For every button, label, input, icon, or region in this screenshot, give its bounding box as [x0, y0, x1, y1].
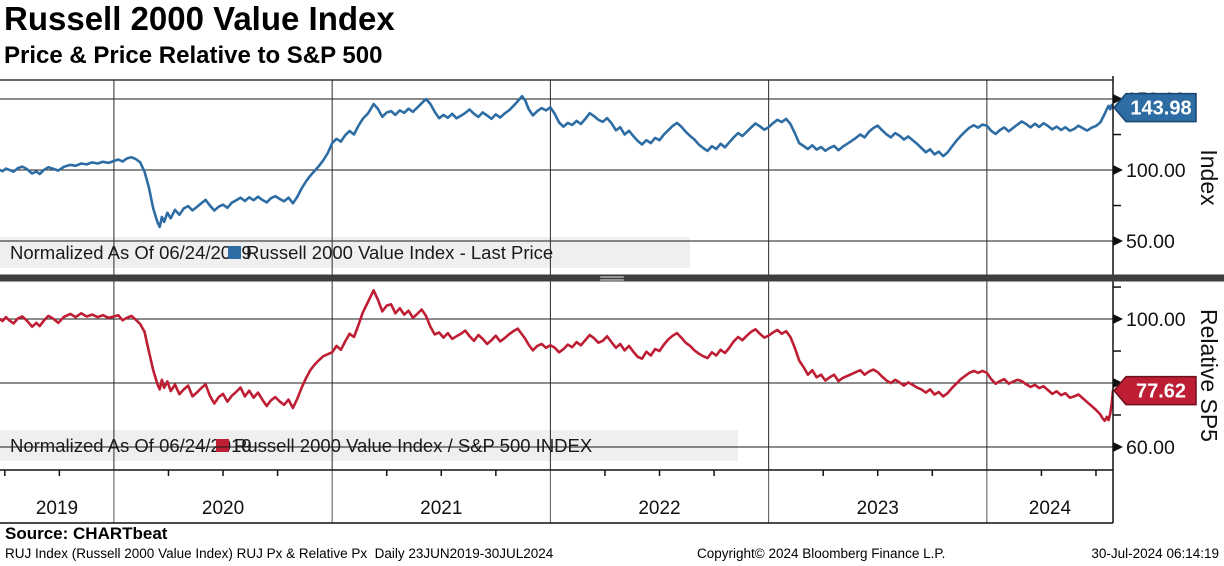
- y-tick-label: 50.00: [1126, 231, 1175, 253]
- chart-subtitle: Price & Price Relative to S&P 500: [4, 42, 383, 69]
- legend-background: [0, 430, 738, 461]
- relative-series-line: [0, 288, 1113, 423]
- x-year-label: 2021: [420, 498, 462, 519]
- legend-normalized-text: Normalized As Of 06/24/2019: [10, 242, 252, 263]
- panel-divider-grip[interactable]: [600, 279, 624, 281]
- price-series: [0, 94, 1113, 229]
- y-tick-arrow-icon: [1113, 94, 1123, 105]
- y-tick-arrow-icon: [1113, 236, 1123, 247]
- tag-value: 77.62: [1136, 381, 1186, 403]
- legend-series-label: Russell 2000 Value Index - Last Price: [246, 242, 553, 263]
- y-tick-label: 60.00: [1126, 437, 1175, 459]
- y-tick-arrow-icon: [1113, 314, 1123, 325]
- y-tick-label: 100.00: [1126, 160, 1186, 182]
- x-year-label: 2023: [857, 498, 899, 519]
- panel-divider-grip[interactable]: [600, 276, 624, 278]
- x-year-label: 2019: [36, 498, 78, 519]
- legend-background: [0, 237, 690, 268]
- y-axis-title: Relative SP5: [1196, 309, 1222, 442]
- chart-title: Russell 2000 Value Index: [4, 0, 395, 37]
- legend-normalized-text: Normalized As Of 06/24/2019: [10, 435, 252, 456]
- relative-series: [0, 288, 1113, 423]
- y-tick-arrow-icon: [1113, 378, 1123, 389]
- legend-swatch-icon: [216, 439, 229, 452]
- footer-copyright: Copyright© 2024 Bloomberg Finance L.P.: [697, 546, 946, 561]
- source-line: Source: CHARTbeat: [5, 524, 168, 543]
- legend-swatch-icon: [228, 246, 241, 259]
- tag-shape: [1113, 375, 1197, 406]
- price-last-value-tag: 143.98: [1113, 92, 1197, 123]
- footer-timestamp: 30-Jul-2024 06:14:19: [1091, 546, 1219, 561]
- price-series-line: [0, 94, 1113, 229]
- y-tick-label: 100.00: [1126, 309, 1186, 331]
- y-tick-arrow-icon: [1113, 165, 1123, 176]
- panel-divider: [0, 274, 1224, 282]
- y-axis-title: Index: [1196, 149, 1222, 206]
- tag-shape: [1113, 92, 1197, 123]
- footer-series-description: RUJ Index (Russell 2000 Value Index) RUJ…: [5, 546, 554, 561]
- legend-series-label: Russell 2000 Value Index / S&P 500 INDEX: [234, 435, 592, 456]
- y-tick-arrow-icon: [1113, 441, 1123, 452]
- relative-last-value-tag: 77.62: [1113, 375, 1197, 406]
- x-year-label: 2024: [1029, 498, 1072, 519]
- x-year-label: 2022: [638, 498, 680, 519]
- tag-value: 143.98: [1130, 98, 1191, 120]
- x-year-label: 2020: [202, 498, 244, 519]
